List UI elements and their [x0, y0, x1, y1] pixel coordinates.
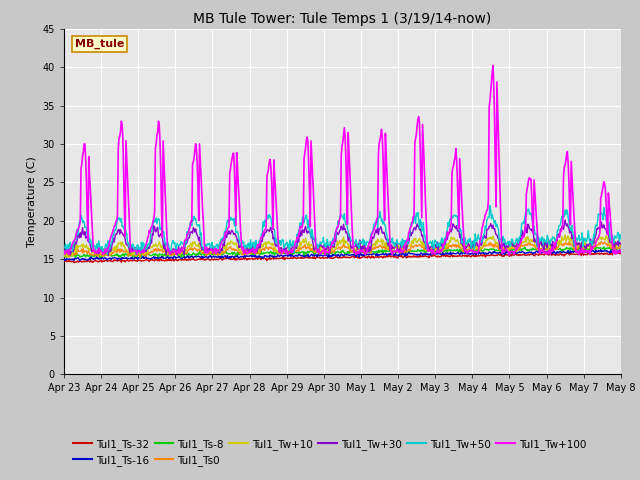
Text: MB_tule: MB_tule: [75, 39, 125, 49]
Y-axis label: Temperature (C): Temperature (C): [27, 156, 37, 247]
Legend: Tul1_Ts-32, Tul1_Ts-16, Tul1_Ts-8, Tul1_Ts0, Tul1_Tw+10, Tul1_Tw+30, Tul1_Tw+50,: Tul1_Ts-32, Tul1_Ts-16, Tul1_Ts-8, Tul1_…: [69, 435, 591, 470]
Title: MB Tule Tower: Tule Temps 1 (3/19/14-now): MB Tule Tower: Tule Temps 1 (3/19/14-now…: [193, 12, 492, 26]
